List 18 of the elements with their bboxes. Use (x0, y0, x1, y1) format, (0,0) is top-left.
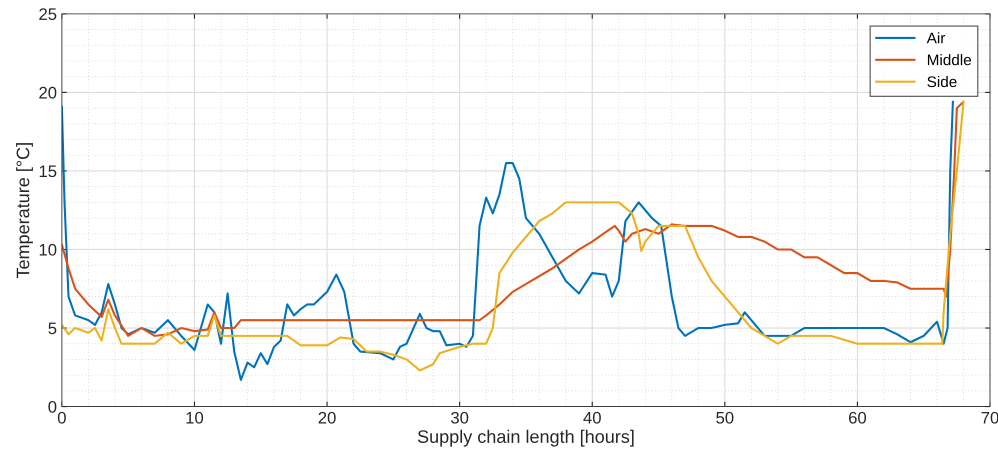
y-tick-label: 5 (48, 322, 56, 334)
legend-label: Air (926, 32, 946, 44)
x-tick-label: 20 (318, 412, 336, 424)
x-axis-title: Supply chain length [hours] (418, 430, 634, 447)
x-tick-label: 0 (58, 412, 66, 424)
y-tick-label: 20 (39, 86, 56, 99)
legend-label: Middle (928, 54, 972, 66)
x-tick-label: 10 (186, 412, 204, 424)
legend-label: Side (927, 76, 957, 88)
y-tick-label: 10 (40, 244, 56, 256)
y-axis-title: Temperature [°C] (16, 143, 33, 278)
x-tick-label: 60 (849, 412, 866, 424)
y-tick-label: 25 (39, 8, 56, 20)
x-tick-label: 50 (716, 412, 734, 424)
y-tick-label: 0 (48, 400, 56, 413)
y-tick-label: 15 (40, 166, 56, 178)
x-tick-label: 30 (451, 412, 468, 424)
x-tick-label: 40 (583, 412, 601, 424)
